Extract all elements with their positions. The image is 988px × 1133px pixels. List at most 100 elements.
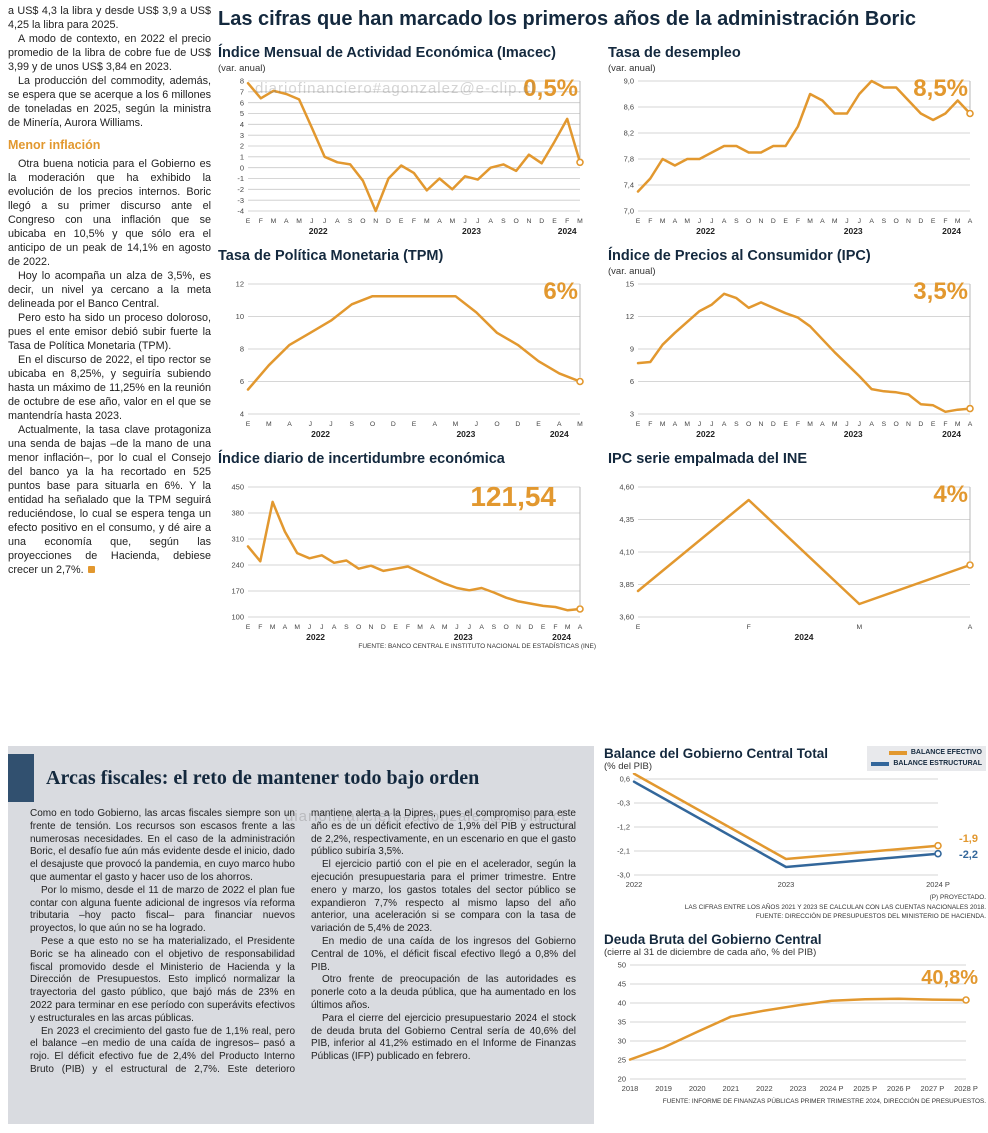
svg-text:A: A xyxy=(673,421,678,428)
svg-text:E: E xyxy=(393,624,398,631)
chart-card-incertidumbre: Índice diario de incertidumbre económica… xyxy=(218,451,596,650)
svg-text:3,60: 3,60 xyxy=(619,612,634,621)
chart-title: Tasa de Política Monetaria (TPM) xyxy=(218,247,444,264)
svg-text:N: N xyxy=(369,624,374,631)
svg-text:S: S xyxy=(882,218,887,225)
paragraph: En el discurso de 2022, el tipo rector s… xyxy=(8,353,211,423)
svg-text:2019: 2019 xyxy=(655,1084,672,1093)
chart-title: Índice de Precios al Consumidor (IPC) xyxy=(608,247,871,264)
government-charts-column: Balance del Gobierno Central Total (% de… xyxy=(604,746,986,1106)
svg-text:A: A xyxy=(332,624,337,631)
svg-text:4: 4 xyxy=(240,120,244,129)
svg-text:E: E xyxy=(541,624,546,631)
svg-text:N: N xyxy=(373,218,378,225)
paragraph: a US$ 4,3 la libra y desde US$ 3,9 a US$… xyxy=(8,5,211,32)
svg-text:8,2: 8,2 xyxy=(624,129,634,138)
svg-text:S: S xyxy=(882,421,887,428)
svg-text:M: M xyxy=(856,624,862,631)
svg-text:2024: 2024 xyxy=(558,226,577,236)
svg-text:35: 35 xyxy=(618,1017,626,1026)
svg-text:2026 P: 2026 P xyxy=(887,1084,911,1093)
svg-text:2024: 2024 xyxy=(795,632,814,642)
chart-card-ipc-empalmada: IPC serie empalmada del INE 4% 4,60 4,35 4… xyxy=(608,450,986,650)
svg-text:F: F xyxy=(796,218,800,225)
svg-text:-3,0: -3,0 xyxy=(617,871,630,880)
svg-text:2023: 2023 xyxy=(456,429,475,439)
svg-text:A: A xyxy=(287,421,292,428)
svg-text:M: M xyxy=(832,218,838,225)
section-heading: Menor inflación xyxy=(8,138,101,153)
fiscal-article-box: Arcas fiscales: el reto de mantener todo… xyxy=(8,746,594,1124)
svg-text:-1: -1 xyxy=(237,174,244,183)
svg-text:J: J xyxy=(858,421,861,428)
svg-text:D: D xyxy=(539,218,544,225)
plot-area: 0,6 -0,3 -1,2 -2,1 -3,0 2022 2023 2024 P -1,9 -… xyxy=(604,773,986,891)
svg-text:7,8: 7,8 xyxy=(624,155,634,164)
svg-text:M: M xyxy=(449,218,455,225)
svg-text:F: F xyxy=(565,218,569,225)
svg-text:M: M xyxy=(577,218,583,225)
svg-text:D: D xyxy=(918,421,923,428)
svg-text:A: A xyxy=(869,218,874,225)
svg-text:M: M xyxy=(684,218,690,225)
svg-text:N: N xyxy=(759,218,764,225)
note-proyectado: (P) PROYECTADO. xyxy=(929,894,986,901)
svg-text:2024 P: 2024 P xyxy=(926,880,950,889)
svg-text:N: N xyxy=(516,624,521,631)
svg-text:D: D xyxy=(771,218,776,225)
paragraph: Como en todo Gobierno, las arcas fiscale… xyxy=(30,808,295,883)
svg-text:2023: 2023 xyxy=(778,880,795,889)
svg-text:5: 5 xyxy=(240,109,244,118)
chart-title: Tasa de desempleo xyxy=(608,45,741,61)
svg-text:45: 45 xyxy=(618,979,626,988)
svg-text:A: A xyxy=(869,421,874,428)
svg-text:E: E xyxy=(636,218,641,225)
svg-text:O: O xyxy=(356,624,361,631)
svg-text:100: 100 xyxy=(231,612,244,621)
svg-text:O: O xyxy=(370,421,375,428)
chart-callout: 3,5% xyxy=(913,277,968,305)
svg-text:O: O xyxy=(746,421,751,428)
svg-text:4,35: 4,35 xyxy=(619,515,634,524)
svg-text:J: J xyxy=(320,624,323,631)
svg-text:M: M xyxy=(424,218,430,225)
chart-subtitle: (cierre al 31 de diciembre de cada año, … xyxy=(604,946,817,958)
svg-text:2020: 2020 xyxy=(689,1084,706,1093)
legend-swatch-efectivo xyxy=(888,751,907,756)
svg-text:M: M xyxy=(453,421,459,428)
svg-text:6: 6 xyxy=(240,377,244,386)
legend-item-efectivo: BALANCE EFECTIVO xyxy=(871,748,982,759)
svg-text:M: M xyxy=(266,421,272,428)
svg-text:D: D xyxy=(515,421,520,428)
svg-text:D: D xyxy=(386,218,391,225)
svg-text:-1,2: -1,2 xyxy=(617,823,630,832)
svg-text:J: J xyxy=(309,421,312,428)
svg-text:M: M xyxy=(660,421,666,428)
legend-label: BALANCE ESTRUCTURAL xyxy=(893,759,982,767)
balance-estructural-value: -2,2 xyxy=(959,849,978,861)
svg-text:D: D xyxy=(771,421,776,428)
chart-callout: 8,5% xyxy=(913,74,968,102)
svg-text:A: A xyxy=(557,421,562,428)
chart-title: IPC serie empalmada del INE xyxy=(608,450,808,467)
svg-text:7,4: 7,4 xyxy=(624,181,634,190)
svg-text:J: J xyxy=(463,218,466,225)
paragraph: Para el cierre del ejercicio presupuesta… xyxy=(311,1012,576,1063)
svg-text:0: 0 xyxy=(240,163,244,172)
svg-text:20: 20 xyxy=(618,1074,626,1083)
svg-text:F: F xyxy=(943,218,947,225)
chart-subtitle: (var. anual) xyxy=(608,62,656,74)
svg-text:E: E xyxy=(246,218,251,225)
svg-text:2023: 2023 xyxy=(844,429,863,439)
page-title: Las cifras que han marcado los primeros … xyxy=(218,8,916,30)
svg-text:F: F xyxy=(648,421,652,428)
svg-text:6: 6 xyxy=(630,377,634,386)
chart-callout: 40,8% xyxy=(921,966,978,989)
svg-text:J: J xyxy=(698,218,701,225)
svg-text:F: F xyxy=(648,218,652,225)
svg-text:J: J xyxy=(455,624,458,631)
svg-text:6: 6 xyxy=(240,98,244,107)
svg-text:2022: 2022 xyxy=(756,1084,773,1093)
